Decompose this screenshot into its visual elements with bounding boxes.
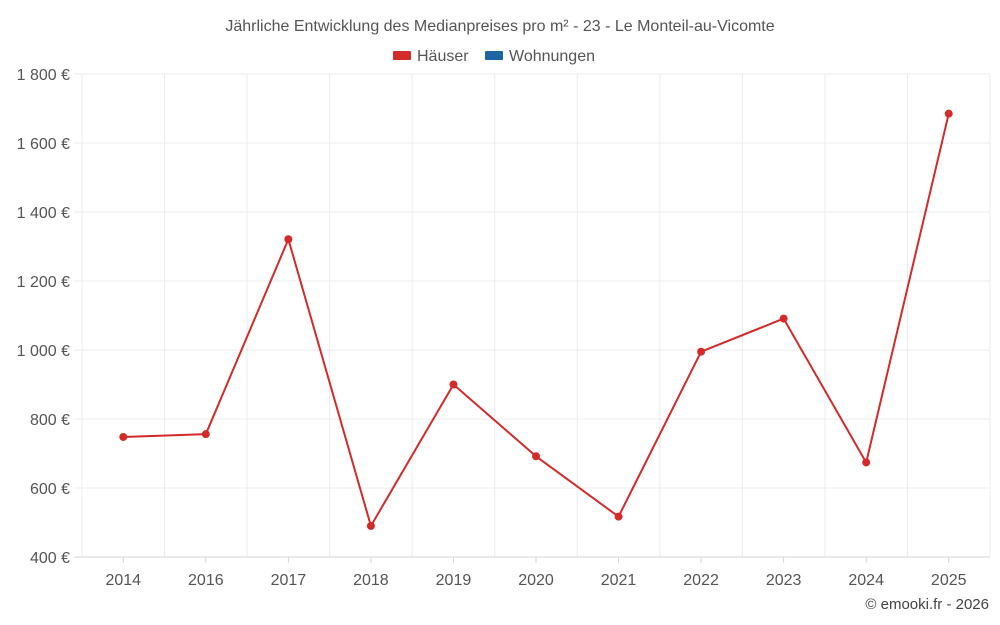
grid-layer: [74, 73, 991, 558]
legend: Häuser Wohnungen: [393, 48, 595, 65]
legend-swatch-haeuser: [393, 51, 411, 60]
data-point[interactable]: [449, 380, 458, 389]
x-tick-label: 2020: [518, 572, 554, 589]
y-tick-label: 1 800 €: [17, 67, 70, 84]
data-point[interactable]: [119, 432, 128, 441]
x-tick-label: 2023: [766, 572, 802, 589]
x-tick-label: 2025: [931, 572, 967, 589]
credit-text: © emooki.fr - 2026: [865, 596, 989, 613]
data-point[interactable]: [697, 347, 706, 356]
y-tick-label: 800 €: [30, 412, 70, 429]
data-point[interactable]: [862, 458, 871, 467]
y-tick-label: 1 600 €: [17, 136, 70, 153]
y-tick-label: 400 €: [30, 550, 70, 567]
y-tick-label: 1 000 €: [17, 343, 70, 360]
x-tick-label: 2014: [105, 572, 141, 589]
x-tick-label: 2024: [848, 572, 884, 589]
legend-label-wohnungen: Wohnungen: [509, 48, 595, 65]
axis-layer: 400 € 600 € 800 € 1 000 € 1 200 € 1 400 € 1 60…: [17, 67, 967, 589]
legend-label-haeuser: Häuser: [417, 48, 469, 65]
y-tick-label: 1 400 €: [17, 205, 70, 222]
legend-swatch-wohnungen: [485, 51, 503, 60]
x-tick-label: 2016: [188, 572, 224, 589]
data-point[interactable]: [284, 235, 293, 244]
data-point[interactable]: [201, 430, 210, 439]
x-tick-label: 2021: [601, 572, 637, 589]
data-point[interactable]: [366, 521, 375, 530]
data-point[interactable]: [779, 314, 788, 323]
chart-title: Jährliche Entwicklung des Medianpreises …: [225, 18, 774, 35]
legend-item-haeuser[interactable]: Häuser: [393, 48, 469, 65]
series-layer: [119, 109, 953, 530]
data-point[interactable]: [944, 109, 953, 118]
data-point[interactable]: [532, 452, 540, 461]
x-tick-label: 2018: [353, 572, 389, 589]
data-point[interactable]: [614, 512, 623, 521]
x-tick-label: 2022: [683, 572, 719, 589]
y-tick-label: 1 200 €: [17, 274, 70, 291]
x-tick-label: 2019: [436, 572, 472, 589]
y-tick-label: 600 €: [30, 481, 70, 498]
legend-item-wohnungen[interactable]: Wohnungen: [485, 48, 595, 65]
x-tick-label: 2017: [271, 572, 307, 589]
